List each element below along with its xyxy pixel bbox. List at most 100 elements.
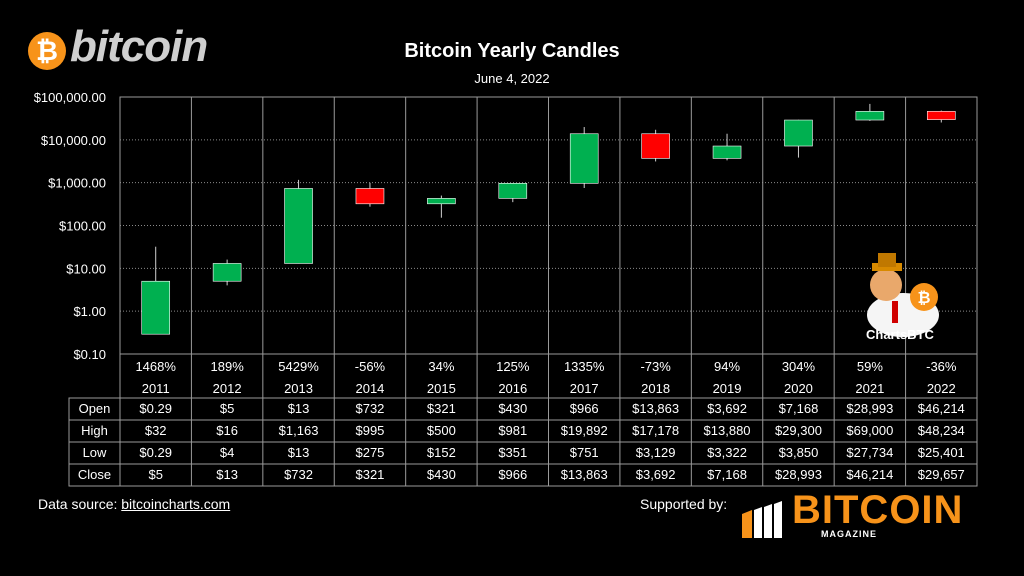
year-label: 2012	[213, 381, 242, 396]
table-cell: $46,214	[918, 401, 965, 416]
sponsor-sub: MAGAZINE	[821, 529, 877, 539]
data-source: Data source: bitcoincharts.com	[38, 496, 230, 512]
candle-body	[355, 188, 385, 205]
y-tick-label: $10.00	[66, 261, 106, 276]
table-cell: $16	[216, 423, 238, 438]
table-cell: $13	[216, 467, 238, 482]
table-cell: $48,234	[918, 423, 965, 438]
table-cell: $321	[427, 401, 456, 416]
return-label: 5429%	[278, 359, 319, 374]
table-cell: $966	[498, 467, 527, 482]
table-cell: $430	[498, 401, 527, 416]
table-cell: $29,300	[775, 423, 822, 438]
table-cell: $46,214	[846, 467, 893, 482]
year-label: 2018	[641, 381, 670, 396]
table-cell: $275	[355, 445, 384, 460]
candle-body	[212, 263, 242, 282]
table-cell: $7,168	[707, 467, 747, 482]
year-label: 2015	[427, 381, 456, 396]
chartsbtc-mascot-icon: ₿	[858, 245, 948, 345]
table-cell: $732	[355, 401, 384, 416]
chart-title: Bitcoin Yearly Candles	[404, 40, 620, 62]
table-cell: $966	[570, 401, 599, 416]
table-cell: $0.29	[139, 445, 172, 460]
candle-body	[141, 280, 171, 335]
table-cell: $1,163	[279, 423, 319, 438]
table-cell: $321	[355, 467, 384, 482]
year-label: 2017	[570, 381, 599, 396]
table-row-label: Open	[79, 401, 111, 416]
table-cell: $13	[288, 445, 310, 460]
supported-by-label: Supported by:	[640, 496, 728, 512]
return-label: -56%	[355, 359, 386, 374]
table-row-label: Close	[78, 467, 111, 482]
candle-body	[427, 198, 456, 205]
table-cell: $28,993	[775, 467, 822, 482]
bitcoin-logo: ₿ bitcoin	[28, 22, 228, 80]
table-cell: $13	[288, 401, 310, 416]
table-cell: $152	[427, 445, 456, 460]
table-cell: $995	[355, 423, 384, 438]
table-cell: $732	[284, 467, 313, 482]
svg-text:₿: ₿	[917, 289, 930, 307]
y-tick-label: $1,000.00	[48, 176, 106, 191]
table-cell: $981	[498, 423, 527, 438]
return-label: -36%	[926, 359, 957, 374]
table-cell: $751	[570, 445, 599, 460]
return-label: 94%	[714, 359, 740, 374]
candle-body	[712, 145, 742, 159]
bitcoin-wordmark: bitcoin	[70, 22, 208, 71]
year-label: 2021	[855, 381, 884, 396]
year-label: 2020	[784, 381, 813, 396]
table-cell: $69,000	[846, 423, 893, 438]
table-cell: $19,892	[561, 423, 608, 438]
candle-body	[284, 188, 313, 264]
year-label: 2016	[498, 381, 527, 396]
y-tick-label: $0.10	[73, 347, 106, 362]
table-cell: $3,692	[707, 401, 747, 416]
year-label: 2022	[927, 381, 956, 396]
return-label: 304%	[782, 359, 816, 374]
y-tick-label: $100,000.00	[34, 90, 106, 105]
bitcoin-magazine-icon	[742, 501, 782, 538]
table-row-label: High	[81, 423, 108, 438]
table-cell: $430	[427, 467, 456, 482]
candle-body	[926, 111, 956, 120]
return-label: -73%	[640, 359, 671, 374]
candle-body	[784, 119, 813, 147]
candle-body	[498, 183, 528, 199]
candle-body	[855, 111, 885, 121]
mascot-label: ChartsBTC	[866, 327, 934, 342]
table-cell: $0.29	[139, 401, 172, 416]
table-cell: $3,129	[636, 445, 676, 460]
source-prefix: Data source:	[38, 496, 122, 512]
year-label: 2013	[284, 381, 313, 396]
table-cell: $13,863	[632, 401, 679, 416]
table-cell: $32	[145, 423, 167, 438]
table-cell: $13,880	[704, 423, 751, 438]
chart-subtitle: June 4, 2022	[474, 71, 550, 86]
table-cell: $3,692	[636, 467, 676, 482]
table-cell: $5	[148, 467, 162, 482]
source-link[interactable]: bitcoincharts.com	[121, 496, 231, 512]
bitcoin-magazine-logo: BITCOIN MAGAZINE	[742, 488, 1002, 548]
table-cell: $5	[220, 401, 234, 416]
return-label: 1468%	[135, 359, 176, 374]
return-label: 59%	[857, 359, 883, 374]
return-label: 189%	[211, 359, 245, 374]
return-label: 34%	[428, 359, 454, 374]
y-tick-label: $10,000.00	[41, 133, 106, 148]
table-cell: $17,178	[632, 423, 679, 438]
sponsor-name: BITCOIN	[792, 488, 964, 532]
return-label: 1335%	[564, 359, 605, 374]
table-row-label: Low	[83, 445, 107, 460]
return-label: 125%	[496, 359, 530, 374]
table-cell: $25,401	[918, 445, 965, 460]
table-cell: $351	[498, 445, 527, 460]
y-tick-label: $100.00	[59, 219, 106, 234]
table-cell: $28,993	[846, 401, 893, 416]
table-cell: $27,734	[846, 445, 893, 460]
y-tick-label: $1.00	[73, 304, 106, 319]
